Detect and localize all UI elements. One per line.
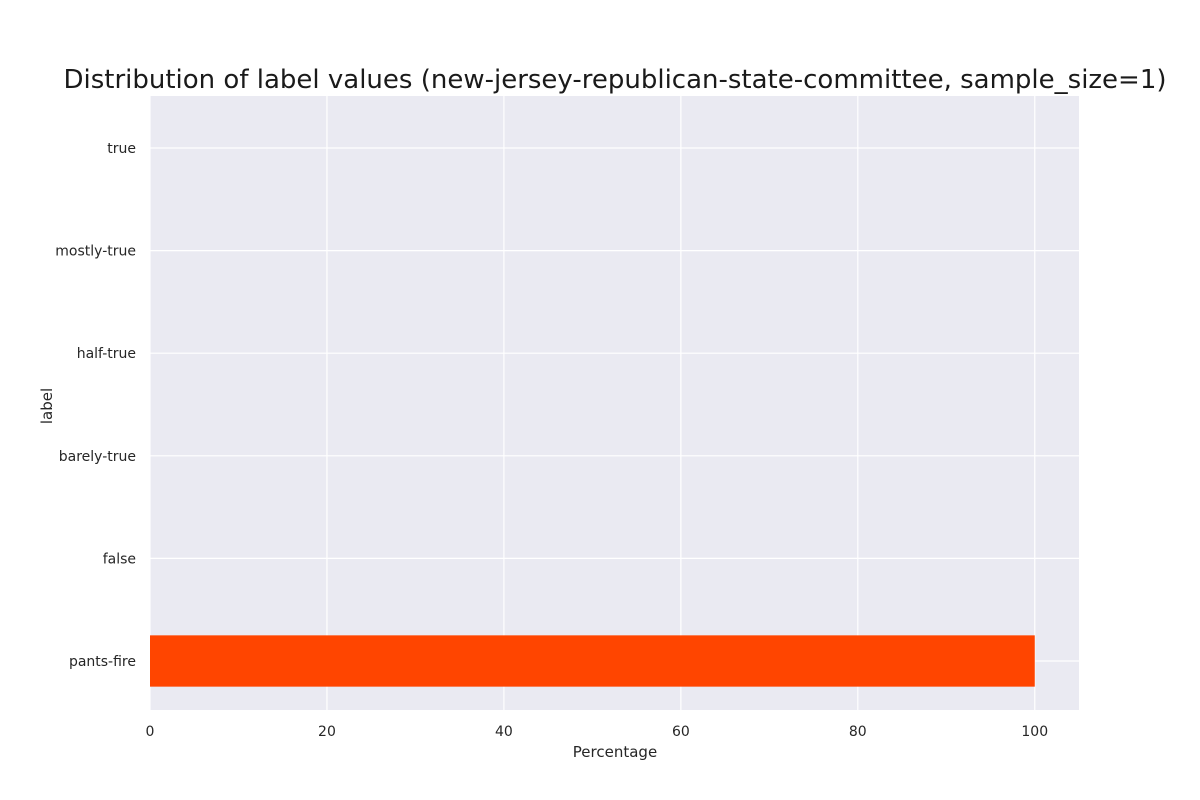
chart-title: Distribution of label values (new-jersey… bbox=[63, 65, 1166, 95]
x-tick-label-2: 40 bbox=[495, 724, 513, 740]
y-tick-label-mostly-true: mostly-true bbox=[55, 244, 136, 260]
y-tick-label-pants-fire: pants-fire bbox=[69, 654, 136, 670]
x-tick-label-0: 0 bbox=[146, 724, 155, 740]
y-tick-label-barely-true: barely-true bbox=[59, 449, 136, 465]
x-tick-labels: 0 20 40 60 80 100 bbox=[146, 724, 1049, 740]
x-axis-label: Percentage bbox=[573, 743, 657, 761]
vertical-gridlines bbox=[149, 96, 1036, 710]
y-tick-label-true: true bbox=[107, 141, 136, 157]
plot-area bbox=[150, 96, 1079, 710]
y-axis-label: label bbox=[38, 388, 56, 424]
x-tick-label-4: 80 bbox=[849, 724, 867, 740]
x-tick-label-3: 60 bbox=[672, 724, 690, 740]
bar-pants-fire bbox=[150, 635, 1035, 687]
y-tick-label-false: false bbox=[103, 551, 136, 567]
bars bbox=[150, 635, 1035, 687]
x-tick-label-5: 100 bbox=[1021, 724, 1048, 740]
x-tick-label-1: 20 bbox=[318, 724, 336, 740]
y-tick-label-half-true: half-true bbox=[77, 346, 136, 362]
y-tick-labels: pants-fire false barely-true half-true mostl… bbox=[55, 141, 136, 670]
